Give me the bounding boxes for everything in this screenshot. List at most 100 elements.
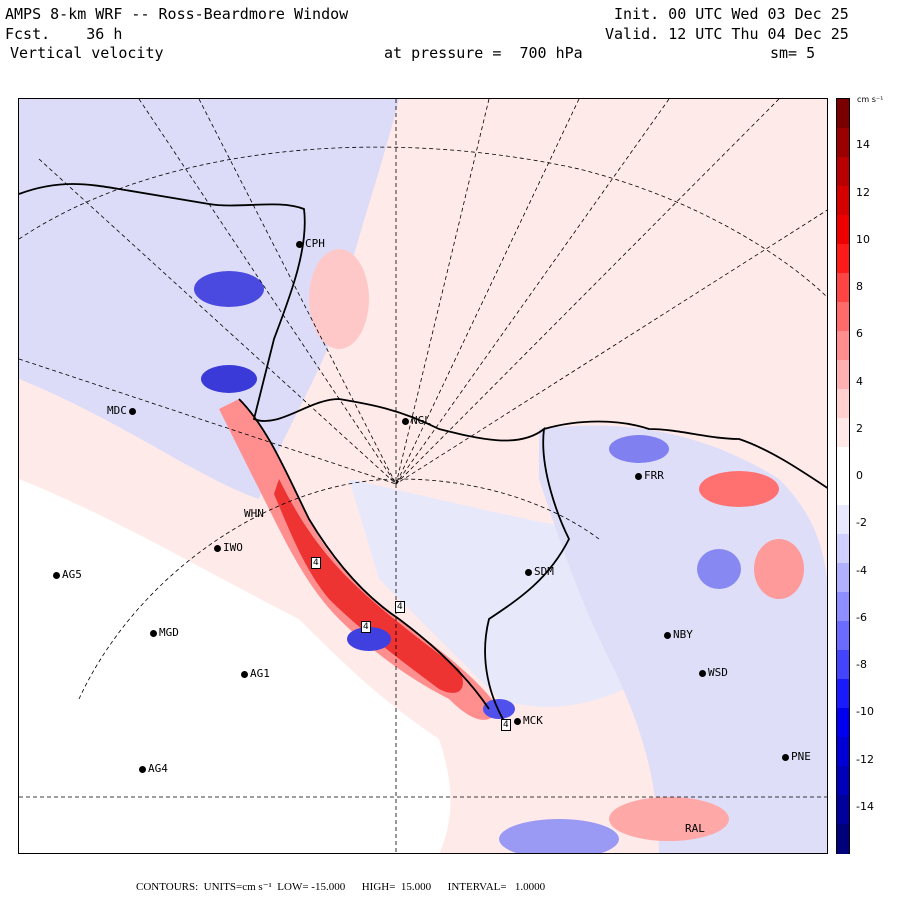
- station-dot-icon: [296, 240, 303, 248]
- contour-label: 4: [395, 601, 405, 613]
- colorbar-segment: [837, 766, 849, 796]
- blue-low-5: [609, 435, 669, 463]
- colorbar-segment: [837, 273, 849, 303]
- colorbar-segment: [837, 824, 849, 854]
- red-high-east-1: [699, 471, 779, 507]
- colorbar-tick-label: -8: [856, 658, 867, 671]
- contour-label: 4: [361, 621, 371, 633]
- colorbar-segment: [837, 592, 849, 622]
- colorbar-segment: [837, 563, 849, 593]
- station-whn: WHN: [244, 507, 264, 520]
- colorbar-segment: [837, 737, 849, 767]
- red-high-north: [309, 249, 369, 349]
- station-sdm: SDM: [525, 566, 554, 577]
- colorbar-tick-label: -6: [856, 610, 867, 624]
- station-dot-icon: [214, 544, 221, 552]
- colorbar-segment: [837, 679, 849, 709]
- map-panel: 4 4 4 4 CPH MDC NGL FRR WHN IWO AG5 SDM …: [18, 98, 828, 854]
- red-high-south: [609, 797, 729, 841]
- colorbar-segment: [837, 244, 849, 274]
- graticule: [19, 99, 827, 853]
- colorbar-tick-label: -14: [856, 799, 874, 813]
- station-cph: CPH: [296, 238, 325, 249]
- station-dot-icon: [782, 753, 789, 761]
- station-mdc: MDC: [107, 405, 136, 416]
- colorbar-segment: [837, 795, 849, 825]
- station-ngl: NGL: [402, 415, 431, 426]
- colorbar-segment: [837, 418, 849, 448]
- colorbar-units: cm s⁻¹: [857, 95, 884, 104]
- colorbar-segment: [837, 99, 849, 129]
- station-frr: FRR: [635, 470, 664, 481]
- colorbar-segment: [837, 534, 849, 564]
- colorbar-tick-label: -2: [856, 516, 867, 530]
- colorbar-segment: [837, 215, 849, 245]
- colorbar-segment: [837, 447, 849, 477]
- colorbar-tick-label: 0: [856, 469, 863, 482]
- colorbar-segment: [837, 302, 849, 332]
- red-mountain-core: [274, 479, 463, 693]
- colorbar-tick-label: -4: [856, 563, 867, 577]
- field-name: Vertical velocity: [10, 44, 164, 62]
- station-dot-icon: [241, 670, 248, 678]
- vertical-velocity-field: [19, 99, 827, 853]
- colorbar-segment: [837, 186, 849, 216]
- smoothing-value: sm= 5: [770, 44, 816, 62]
- blue-low-4: [483, 699, 515, 719]
- station-nby: NBY: [664, 629, 693, 640]
- red-high-east-2: [754, 539, 804, 599]
- station-dot-icon: [150, 629, 157, 637]
- contour-info: CONTOURS: UNITS=cm s⁻¹ LOW= -15.000 HIGH…: [136, 881, 546, 893]
- station-dot-icon: [514, 717, 521, 725]
- station-dot-icon: [664, 631, 671, 639]
- station-dot-icon: [139, 765, 146, 773]
- colorbar-segment: [837, 708, 849, 738]
- blue-low-2: [201, 365, 257, 393]
- station-mgd: MGD: [150, 627, 179, 638]
- station-pne: PNE: [782, 751, 811, 762]
- station-iwo: IWO: [214, 542, 243, 553]
- colorbar-tick-label: 14: [856, 138, 870, 152]
- blue-low-7: [499, 819, 619, 853]
- station-dot-icon: [128, 407, 136, 415]
- colorbar: [836, 98, 850, 854]
- coastline: [19, 183, 827, 730]
- colorbar-tick-label: 8: [856, 280, 863, 293]
- contour-label: 4: [311, 557, 321, 569]
- colorbar-segment: [837, 128, 849, 158]
- station-ag4: AG4: [139, 763, 168, 774]
- station-ral: RAL: [685, 822, 705, 835]
- contour-label: 4: [501, 719, 511, 731]
- colorbar-segment: [837, 360, 849, 390]
- station-dot-icon: [699, 669, 706, 677]
- colorbar-tick-label: 4: [856, 374, 863, 388]
- blue-low-1: [194, 271, 264, 307]
- station-dot-icon: [53, 571, 60, 579]
- colorbar-segment: [837, 505, 849, 535]
- station-wsd: WSD: [699, 667, 728, 678]
- station-dot-icon: [402, 417, 409, 425]
- colorbar-tick-label: 10: [856, 232, 870, 246]
- colorbar-tick-label: 12: [856, 185, 870, 199]
- colorbar-segment: [837, 157, 849, 187]
- map-title: AMPS 8-km WRF -- Ross-Beardmore Window: [5, 5, 349, 23]
- colorbar-segment: [837, 650, 849, 680]
- colorbar-tick-label: 2: [856, 421, 863, 435]
- colorbar-segment: [837, 621, 849, 651]
- colorbar-segment: [837, 331, 849, 361]
- valid-time: Valid. 12 UTC Thu 04 Dec 25: [605, 25, 849, 43]
- colorbar-tick-label: -12: [856, 752, 874, 766]
- colorbar-segment: [837, 476, 849, 506]
- station-ag1: AG1: [241, 668, 270, 679]
- forecast-hour: Fcst. 36 h: [5, 25, 123, 43]
- colorbar-tick-label: 6: [856, 327, 863, 341]
- colorbar-segment: [837, 389, 849, 419]
- station-ag5: AG5: [53, 569, 82, 580]
- pressure-level: at pressure = 700 hPa: [384, 44, 583, 62]
- station-mck: MCK: [514, 715, 543, 726]
- colorbar-tick-label: -10: [856, 705, 874, 719]
- blue-low-3: [347, 627, 391, 651]
- white-region: [19, 479, 451, 853]
- blue-region-center: [349, 479, 679, 707]
- blue-region-east: [539, 425, 827, 853]
